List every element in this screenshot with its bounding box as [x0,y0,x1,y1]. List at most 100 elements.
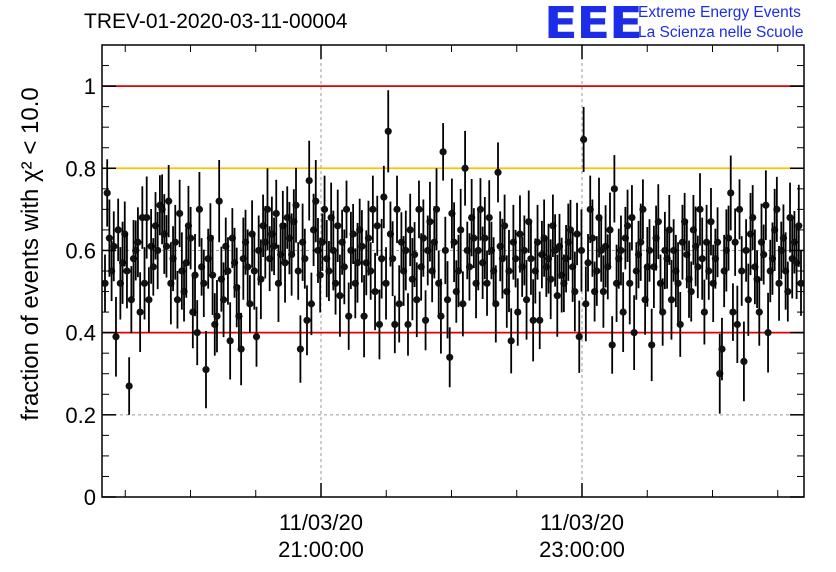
data-point [154,246,162,255]
data-point [226,337,234,345]
data-point [599,287,607,296]
data-point [391,320,399,329]
data-point [406,226,414,234]
data-point [393,205,401,213]
data-point [775,279,783,287]
data-point [457,226,465,234]
data-point [577,246,586,255]
data-point [375,320,384,329]
data-point [483,279,491,287]
data-point [735,205,744,213]
logo-mark: EEE [544,0,643,49]
y-tick-label: 0 [84,485,96,510]
data-point [369,205,377,213]
data-point [511,255,520,263]
data-point [303,316,311,324]
data-point [606,226,614,234]
data-point [698,255,706,263]
y-axis-label: fraction of events with χ² < 10.0 [17,87,44,420]
data-point [724,234,733,242]
x-tick-label-time: 21:00:00 [278,537,364,562]
data-point [687,287,695,296]
data-point [476,205,485,213]
data-point [145,296,153,304]
data-point [162,242,171,250]
data-point [580,135,588,144]
data-point [246,300,254,308]
data-point [522,296,531,304]
data-point [301,255,309,263]
y-tick-label: 0.6 [65,238,96,263]
logo-line-2: La Scienza nelle Scuole [638,24,804,41]
data-point [143,213,151,222]
logo-line-1: Extreme Energy Events [638,4,801,21]
data-point [305,177,313,185]
data-point [371,287,379,296]
data-point [292,201,300,209]
data-point [731,238,739,246]
data-point [215,197,223,205]
data-point [125,382,133,390]
data-point [415,205,423,213]
x-tick-label-date: 11/03/20 [279,510,363,535]
data-point [213,312,221,320]
data-point [263,205,272,213]
data-point [281,259,289,267]
data-point [224,267,232,275]
data-point [140,279,149,287]
data-point [529,316,537,324]
data-point [342,205,351,213]
data-point [171,238,179,246]
data-point [173,296,182,304]
data-point [149,263,157,271]
data-point [441,246,449,255]
data-point [389,255,397,263]
data-point [443,296,452,304]
data-point [325,267,333,275]
data-point [378,255,386,263]
data-point [566,226,575,234]
data-point [575,333,583,341]
data-point [413,296,421,304]
data-point [110,242,118,250]
data-point [123,267,131,275]
data-point [619,308,627,316]
y-axis-ticks: 0 0.2 0.4 0.6 0.8 1 [65,65,804,510]
data-point [705,267,713,275]
data-point [195,205,204,213]
data-point [727,189,735,197]
data-point [659,308,667,316]
data-point [696,205,704,213]
data-point [257,275,265,283]
data-point [465,263,474,271]
y-tick-label: 0.2 [65,403,96,428]
data-point [345,312,353,320]
data-point [382,279,390,287]
data-point [505,267,513,275]
data-point [176,209,184,218]
chart-title: TREV-01-2020-03-11-00004 [84,10,348,33]
data-point [667,296,676,304]
data-point [461,164,469,172]
data-point [340,263,348,271]
data-point [426,218,434,226]
data-point [395,300,403,308]
data-point [364,234,373,242]
data-point [593,267,601,275]
data-point [645,246,654,255]
data-point [494,168,502,176]
data-point [187,234,195,242]
data-point [628,213,636,222]
data-point [608,341,616,349]
y-tick-label: 0.8 [65,156,96,181]
data-point [507,337,515,345]
data-point [421,316,430,324]
data-point [127,296,135,304]
data-point [582,300,590,308]
data-point [432,205,441,213]
data-point [134,238,142,246]
data-point [114,226,122,234]
data-point [105,234,113,242]
